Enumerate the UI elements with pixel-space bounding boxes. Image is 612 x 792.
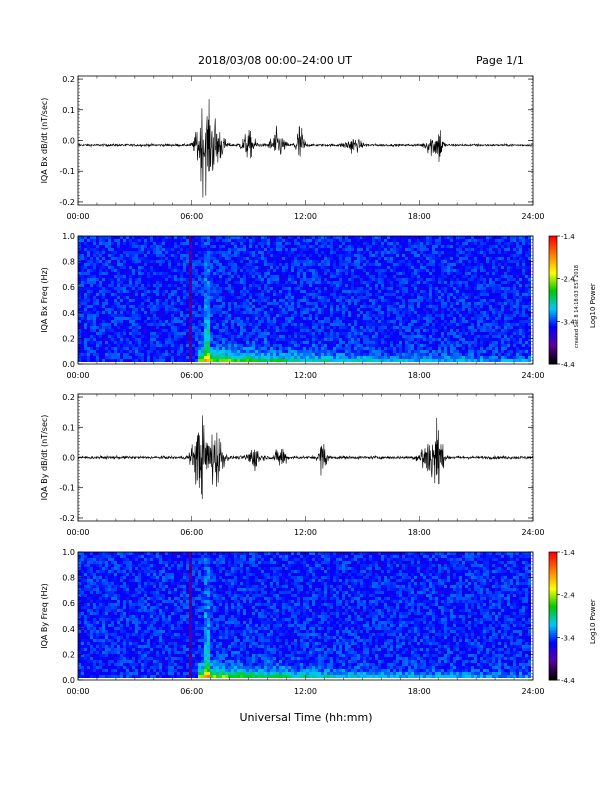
- x-axis-label: Universal Time (hh:mm): [239, 711, 373, 724]
- y-tick-label: 0.0: [62, 454, 75, 463]
- colorbar-tick: -2.4: [561, 276, 575, 284]
- y-tick-label: 0.4: [62, 309, 75, 318]
- y-tick-label: -0.2: [59, 198, 75, 207]
- x-tick-label: 12:00: [294, 528, 317, 537]
- y-tick-label: 0.6: [62, 599, 75, 608]
- iqa-by-freq-cells: [78, 552, 531, 678]
- x-tick-label: 06:00: [180, 212, 203, 221]
- iqa-by-freq-colorbar: [548, 551, 558, 681]
- y-tick-label: 1.0: [62, 548, 75, 557]
- colorbar-label: Log10 Power: [589, 283, 597, 328]
- colorbar-tick: -1.4: [561, 233, 575, 241]
- y-tick-label: -0.2: [59, 514, 75, 523]
- x-tick-label: 06:00: [180, 528, 203, 537]
- y-tick-label: 0.0: [62, 360, 75, 369]
- colorbar-tick: -4.4: [561, 677, 575, 685]
- x-tick-label: 24:00: [521, 371, 544, 380]
- x-tick-label: 00:00: [66, 371, 89, 380]
- iqa-bx-dbdt-panel: [77, 75, 534, 206]
- colorbar-tick: -1.4: [561, 549, 575, 557]
- colorbar-tick: -4.4: [561, 361, 575, 369]
- y-tick-label: -0.1: [59, 484, 75, 493]
- x-tick-label: 24:00: [521, 212, 544, 221]
- y-axis-label: IQA By dB/dt (nT/sec): [40, 415, 49, 501]
- y-tick-label: 0.0: [62, 137, 75, 146]
- y-tick-label: 0.2: [62, 75, 75, 84]
- x-tick-label: 18:00: [408, 528, 431, 537]
- colorbar-tick: -3.4: [561, 634, 575, 642]
- y-tick-label: 0.2: [62, 650, 75, 659]
- iqa-by-dbdt-panel: [77, 393, 534, 522]
- x-tick-label: 24:00: [521, 687, 544, 696]
- page-title: 2018/03/08 00:00–24:00 UT: [197, 54, 353, 67]
- y-tick-label: 0.8: [62, 574, 75, 583]
- y-tick-label: -0.1: [59, 167, 75, 176]
- x-tick-label: 18:00: [408, 212, 431, 221]
- page-indicator: Page 1/1: [476, 54, 524, 67]
- colorbar-tick: -3.4: [561, 318, 575, 326]
- x-tick-label: 00:00: [66, 528, 89, 537]
- x-tick-label: 18:00: [408, 687, 431, 696]
- iqa-bx-dbdt-frame: [77, 75, 534, 206]
- x-tick-label: 06:00: [180, 371, 203, 380]
- x-tick-label: 12:00: [294, 687, 317, 696]
- iqa-bx-freq-panel: [77, 235, 534, 365]
- iqa-bx-freq-colorbar: [548, 235, 558, 365]
- y-tick-label: 0.2: [62, 393, 75, 402]
- colorbar-label: Log10 Power: [589, 599, 597, 644]
- y-tick-label: 0.0: [62, 676, 75, 685]
- iqa-bx-freq-cells: [78, 236, 531, 362]
- iqa-by-freq-panel: [77, 551, 534, 681]
- x-tick-label: 18:00: [408, 371, 431, 380]
- y-tick-label: 0.8: [62, 258, 75, 267]
- x-tick-label: 06:00: [180, 687, 203, 696]
- y-tick-label: 0.2: [62, 334, 75, 343]
- y-tick-label: 0.1: [62, 423, 75, 432]
- iqa-by-dbdt-trace: [77, 415, 534, 500]
- x-tick-label: 12:00: [294, 212, 317, 221]
- y-tick-label: 1.0: [62, 232, 75, 241]
- x-tick-label: 00:00: [66, 212, 89, 221]
- y-tick-label: 0.6: [62, 283, 75, 292]
- y-axis-label: IQA By Freq (Hz): [40, 583, 49, 649]
- y-axis-label: IQA Bx Freq (Hz): [40, 267, 49, 333]
- x-tick-label: 24:00: [521, 528, 544, 537]
- y-axis-label: IQA Bx dB/dt (nT/sec): [40, 98, 49, 184]
- credit-text: created Sat 8 14:18:03 EST 2018: [574, 265, 580, 348]
- x-tick-label: 12:00: [294, 371, 317, 380]
- y-tick-label: 0.4: [62, 625, 75, 634]
- x-tick-label: 00:00: [66, 687, 89, 696]
- colorbar-tick: -2.4: [561, 592, 575, 600]
- y-tick-label: 0.1: [62, 106, 75, 115]
- iqa-bx-dbdt-trace: [77, 99, 534, 198]
